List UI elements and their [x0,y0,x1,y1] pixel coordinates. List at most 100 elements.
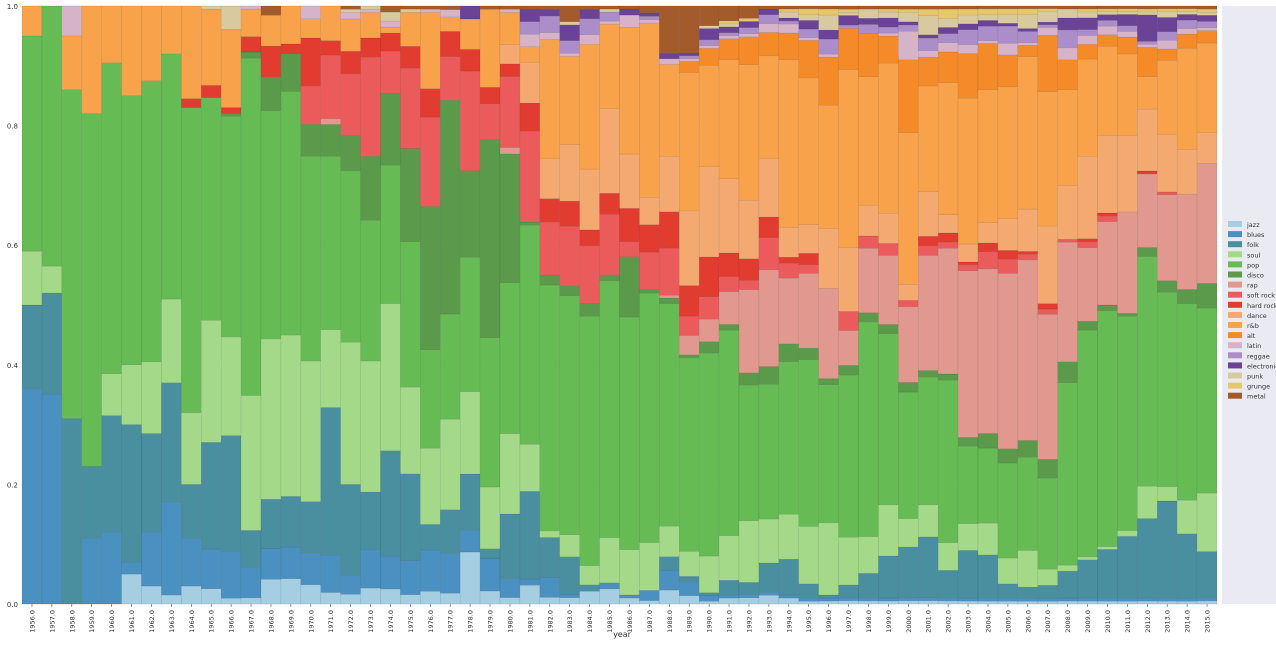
bar-segment-latin [957,44,979,54]
bar-segment-r-b [1017,56,1038,210]
x-tick-label: 1971.0 [327,610,335,633]
bar-segment-latin [679,58,700,62]
bar-segment-rap [1037,314,1058,460]
bar-segment-electronic [1017,28,1038,32]
bar-segment-rap [778,277,799,345]
bar-segment-dance [758,158,780,218]
bar-segment-hard-rock [937,232,959,243]
bar-segment-dance [898,284,919,301]
bar-segment-dance [718,178,740,254]
bar-segment-punk [977,14,999,21]
bar-segment-disco [997,448,1019,464]
y-tick-label: 0.0 [7,601,18,609]
bar-segment-r-b [360,12,381,39]
bar-segment-folk [340,484,361,576]
bar-segment-jazz [360,587,381,605]
bar-segment-hard-rock [977,242,999,252]
legend-label: electronic [1247,362,1276,370]
legend-label: punk [1247,373,1263,381]
bar-segment-pop [1117,316,1138,531]
bar-segment-dance [918,191,939,237]
bar-segment-electronic [639,12,660,17]
bar-segment-pop [778,361,799,515]
bar-segment-pop [479,337,501,488]
x-tick-label: 1972.0 [347,610,355,633]
bar-segment-reggae [977,26,999,41]
bar-segment-pop [420,349,441,449]
bar-segment-metal [977,5,999,10]
bar-segment-soul [798,526,819,585]
bar-segment-folk [758,562,780,593]
bar-segment-pop [1017,457,1038,551]
bar-segment-folk [957,550,979,599]
bar-segment-punk [1117,11,1138,15]
legend-swatch [1228,372,1242,379]
bar-segment-jazz [1137,600,1158,605]
bar-segment-pop [858,321,879,537]
bar-segment-blues [878,597,899,602]
x-tick-label: 1969.0 [287,610,295,633]
bar-segment-dance [818,228,839,289]
bar-segment-disco [400,148,421,242]
bar-segment-folk [519,491,541,580]
bar-segment-jazz [340,594,361,605]
legend-label: r&b [1247,322,1259,330]
legend-swatch [1228,352,1242,359]
bar-segment-dance [639,197,660,225]
bar-segment-reggae [559,40,580,54]
bar-segment-r-b [1077,58,1098,157]
x-tick-label: 1987.0 [646,610,654,633]
bar-segment-hard-rock [659,211,680,249]
bar-segment-punk [1017,14,1038,29]
legend-swatch [1228,392,1242,399]
bar-segment-latin [539,32,560,40]
bar-segment-soft-rock [1157,191,1178,196]
bar-segment-metal [1017,5,1038,10]
bar-segment-metal [1037,5,1058,9]
bar-segment-folk [997,583,1019,599]
bar-segment-rap [798,273,819,349]
bar-segment-rap [659,295,680,299]
bar-segment-folk [1196,551,1218,599]
bar-segment-jazz [1077,600,1098,605]
bar-segment-punk [1097,11,1118,15]
bar-segment-metal [679,5,700,54]
bar-segment-soft-rock [997,258,1019,274]
bar-segment-latin [778,23,799,34]
bar-segment-r-b [1037,91,1058,227]
bar-segment-grunge [1176,8,1198,12]
bar-segment-soft-rock [798,264,819,274]
bar-segment-soft-rock [1077,241,1098,248]
bar-segment-blues [858,597,879,602]
bar-segment-latin [898,31,919,60]
bar-segment-soul [778,514,799,560]
x-tick-label: 1970.0 [307,610,315,633]
bar-segment-blues [1037,598,1058,602]
bar-segment-soul [639,542,660,591]
bar-segment-soft-rock [1017,254,1038,261]
bar-segment-latin [519,33,541,47]
bar-segment-rap [858,248,879,313]
bar-segment-folk [479,548,501,559]
bar-segment-electronic [1117,14,1138,26]
y-tick-label: 0.4 [7,362,19,370]
bar-segment-metal [798,5,819,10]
bar-segment-disco [539,274,560,286]
bar-segment-r-b [619,26,640,155]
bar-segment-reggae [918,37,939,51]
bar-segment-pop [679,357,700,552]
x-tick-label: 1979.0 [487,610,495,633]
bar-segment-r-b [240,8,262,37]
bar-segment-soft-rock [579,245,600,304]
bar-segment-latin [937,42,959,53]
bar-segment-reggae [679,55,700,59]
bar-segment-electronic [679,52,700,57]
bar-segment-folk [380,450,401,557]
x-tick-label: 1997.0 [845,610,853,633]
bar-segment-soul [918,504,939,538]
bar-segment-reggae [778,20,799,25]
legend-swatch [1228,362,1242,369]
bar-segment-r-b [21,5,43,37]
bar-segment-soft-rock [679,315,700,336]
bar-segment-soul [240,395,262,531]
